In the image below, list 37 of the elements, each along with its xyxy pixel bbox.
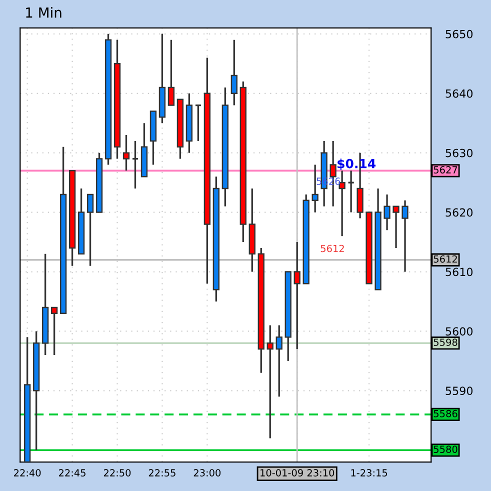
ref-line-label: 5586 xyxy=(434,410,458,418)
y-tick-label: 5600 xyxy=(446,327,473,336)
candlestick xyxy=(402,200,408,273)
x-tick-label: 22:50 xyxy=(104,469,131,476)
y-tick-label: 5620 xyxy=(446,208,473,217)
x-tick-label: 22:45 xyxy=(58,469,86,476)
candlestick xyxy=(132,140,139,190)
candlestick xyxy=(122,134,130,172)
candlestick xyxy=(50,306,58,356)
y-tick-label: 5640 xyxy=(446,89,473,98)
candlestick xyxy=(194,104,202,142)
ref-line-label: 5580 xyxy=(434,446,458,453)
y-tick-label: 5630 xyxy=(446,148,473,158)
candlestick xyxy=(86,194,94,267)
candlestick xyxy=(392,206,400,249)
y-tick-label: 5650 xyxy=(446,30,473,38)
x-tick-label: 23:00 xyxy=(194,469,221,476)
candlestick xyxy=(230,39,238,106)
x-tick-label: 22:40 xyxy=(14,469,41,476)
annotation: 5612 xyxy=(320,244,344,252)
candlestick xyxy=(348,170,355,214)
candlestick xyxy=(294,241,300,350)
ref-line-label: 5627 xyxy=(434,166,458,174)
x-tick-label: 10-01-09 23:10 xyxy=(260,469,334,476)
y-tick-label: 5590 xyxy=(446,386,473,396)
chart-title: 1 Min xyxy=(26,7,62,18)
candlestick xyxy=(384,194,390,231)
y-tick-label: 5610 xyxy=(446,268,473,276)
candlestick xyxy=(338,170,346,237)
candlestick xyxy=(276,324,282,398)
candlestick xyxy=(168,39,175,106)
x-tick-label: 22:55 xyxy=(148,469,176,476)
ref-line-label: 5612 xyxy=(434,255,457,263)
candlestick xyxy=(312,164,318,214)
x-tick-label: 1-23:15 xyxy=(351,469,388,476)
candlestick xyxy=(266,324,274,440)
ref-line-label: 5598 xyxy=(434,338,458,346)
